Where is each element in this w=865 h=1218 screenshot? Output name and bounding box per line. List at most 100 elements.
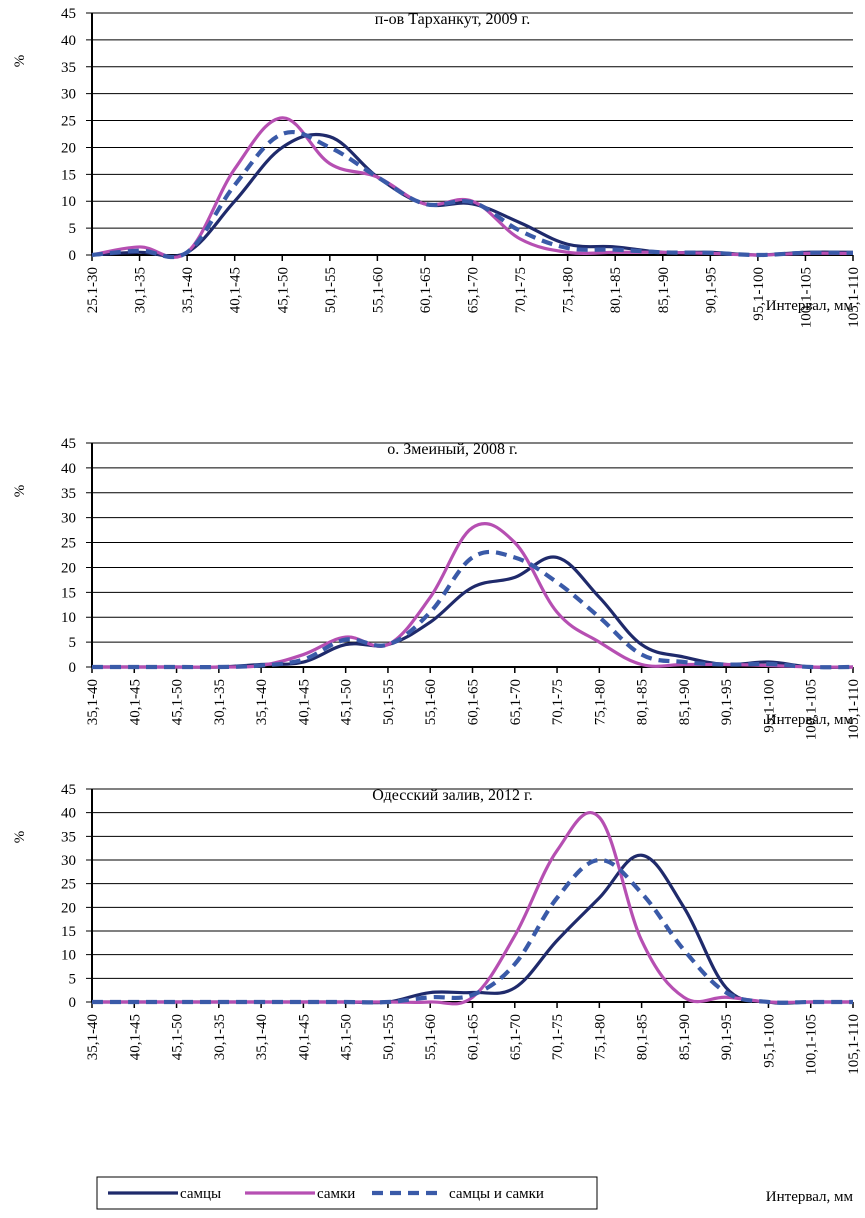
legend-box [96, 1176, 598, 1210]
x-tick-label: 90,1-95 [719, 679, 735, 725]
series-line-males [91, 132, 854, 258]
x-tick-label: 60,1-65 [466, 679, 482, 725]
y-tick-label: 5 [69, 971, 77, 987]
x-tick-label: 90,1-95 [719, 1014, 735, 1060]
y-tick-label: 5 [69, 635, 77, 651]
y-tick-label: 0 [69, 995, 77, 1011]
x-tick-label: 55,1-60 [370, 267, 386, 313]
x-tick-label: 85,1-90 [677, 1014, 693, 1060]
x-axis-label: Интервал, мм [766, 1189, 854, 1205]
series-line-males [91, 555, 854, 669]
x-tick-label: 65,1-70 [508, 679, 524, 725]
y-tick-label: 35 [61, 60, 76, 76]
y-tick-label: 30 [61, 853, 76, 869]
x-tick-label: 75,1-80 [592, 1014, 608, 1060]
x-tick-label: 65,1-70 [508, 1014, 524, 1060]
y-tick-label: 0 [69, 660, 77, 676]
x-tick-label: 45,1-50 [170, 1014, 186, 1060]
y-tick-label: 10 [61, 610, 76, 626]
y-tick-label: 25 [61, 536, 76, 552]
chart-title: Одесский залив, 2012 г. [372, 787, 533, 804]
y-axis-label: % [12, 831, 28, 844]
y-tick-label: 40 [61, 806, 76, 822]
x-tick-label: 75,1-80 [592, 679, 608, 725]
series-line-both [91, 549, 854, 670]
legend-label-females: самки [317, 1186, 355, 1202]
x-tick-label: 80,1-85 [635, 679, 651, 725]
x-tick-label: 50,1-55 [381, 679, 397, 725]
x-tick-label: 105,1-110 [846, 679, 862, 740]
x-tick-label: 35,1-40 [85, 1014, 101, 1060]
x-axis-label: Интервал, мм [766, 298, 854, 314]
y-tick-label: 30 [61, 511, 76, 527]
x-tick-label: 50,1-55 [323, 267, 339, 313]
y-tick-label: 45 [61, 436, 76, 452]
y-axis-label: % [12, 55, 28, 68]
x-tick-label: 105,1-110 [846, 267, 862, 328]
series-line-females [91, 522, 854, 669]
y-tick-label: 40 [61, 33, 76, 49]
x-tick-label: 55,1-60 [423, 1014, 439, 1060]
y-tick-label: 45 [61, 6, 76, 22]
x-tick-label: 40,1-45 [296, 679, 312, 725]
y-tick-label: 10 [61, 948, 76, 964]
y-tick-label: 35 [61, 486, 76, 502]
chart-title: о. Змеиный, 2008 г. [387, 441, 517, 458]
x-tick-label: 85,1-90 [656, 267, 672, 313]
y-tick-label: 40 [61, 461, 76, 477]
x-tick-label: 70,1-75 [550, 1014, 566, 1060]
x-tick-label: 95,1-100 [761, 679, 777, 733]
chart-panel-2: 0 5 10 15 20 25 30 35 40 45 35,1-40 40,1-45 45,1-50 3… [12, 436, 862, 740]
x-tick-label: 100,1-105 [798, 267, 814, 328]
y-tick-label: 35 [61, 829, 76, 845]
x-tick-label: 30,1-35 [212, 1014, 228, 1060]
x-tick-label: 85,1-90 [677, 679, 693, 725]
x-tick-label: 30,1-35 [133, 267, 149, 313]
x-tick-label: 45,1-50 [275, 267, 291, 313]
x-tick-label: 95,1-100 [761, 1014, 777, 1068]
x-tick-label: 45,1-50 [339, 1014, 355, 1060]
x-axis-label: Интервал, мм [766, 712, 854, 728]
y-axis-label: % [12, 485, 28, 498]
series-line-both [91, 857, 853, 1005]
chart-panel-1: 0 5 10 15 20 25 30 35 40 45 25.1-30 30,1-35 35,1-40 4… [12, 6, 862, 328]
x-tick-label: 75,1-80 [561, 267, 577, 313]
x-tick-label: 90,1-95 [703, 267, 719, 313]
y-tick-label: 30 [61, 87, 76, 103]
y-tick-label: 20 [61, 560, 76, 576]
x-tick-label: 40,1-45 [127, 679, 143, 725]
legend: самцы самки самцы и самки [96, 1176, 598, 1210]
y-tick-label: 15 [61, 924, 76, 940]
series-line-females [91, 811, 853, 1006]
x-tick-label: 35,1-40 [180, 267, 196, 313]
x-tick-label: 35,1-40 [254, 679, 270, 725]
x-tick-label: 80,1-85 [635, 1014, 651, 1060]
x-tick-label: 35,1-40 [254, 1014, 270, 1060]
y-tick-label: 20 [61, 140, 76, 156]
y-tick-label: 20 [61, 900, 76, 916]
y-tick-label: 0 [69, 248, 77, 264]
x-tick-label: 35,1-40 [85, 679, 101, 725]
legend-label-both: самцы и самки [449, 1186, 544, 1202]
y-tick-label: 45 [61, 782, 76, 798]
x-tick-label: 30,1-35 [212, 679, 228, 725]
x-tick-label: 60,1-65 [466, 1014, 482, 1060]
x-tick-label: 40,1-45 [228, 267, 244, 313]
x-tick-label: 105,1-110 [846, 1014, 862, 1075]
chart-title: п-ов Тарханкут, 2009 г. [375, 11, 530, 28]
x-tick-label: 40,1-45 [296, 1014, 312, 1060]
x-tick-label: 95,1-100 [751, 267, 767, 321]
series-line-both [91, 130, 854, 260]
x-tick-label: 45,1-50 [339, 679, 355, 725]
x-tick-label: 25.1-30 [85, 267, 101, 313]
x-tick-label: 80,1-85 [608, 267, 624, 313]
legend-label-males: самцы [180, 1186, 221, 1202]
y-tick-label: 25 [61, 877, 76, 893]
x-tick-label: 70,1-75 [550, 679, 566, 725]
x-tick-label: 100,1-105 [804, 1014, 820, 1075]
x-tick-label: 55,1-60 [423, 679, 439, 725]
x-tick-label: 65,1-70 [466, 267, 482, 313]
y-tick-label: 10 [61, 194, 76, 210]
series-line-males [91, 853, 853, 1005]
